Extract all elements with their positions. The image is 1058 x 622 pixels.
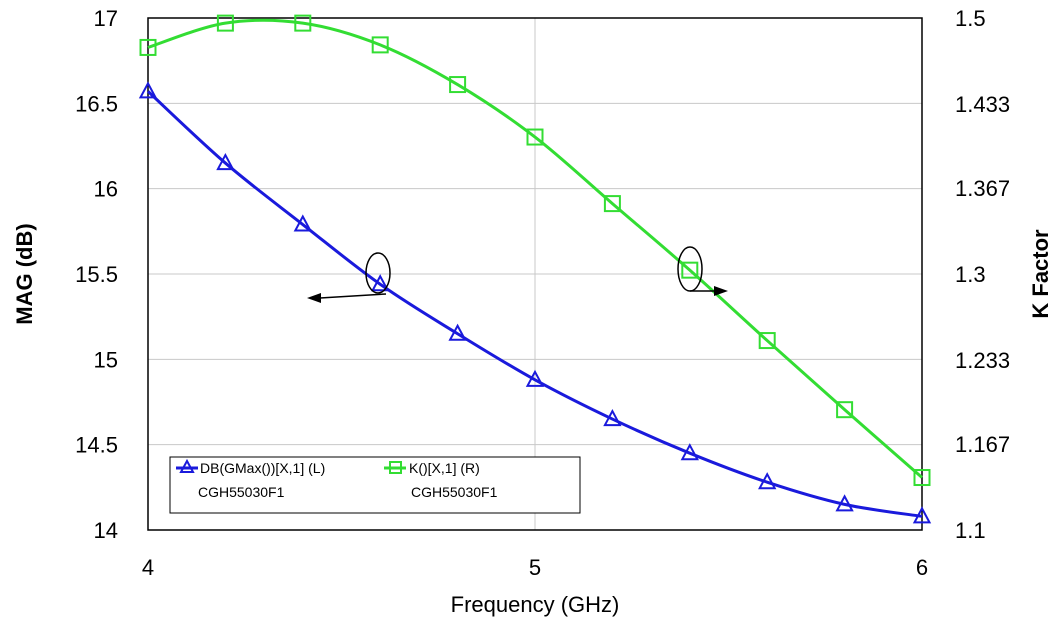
x-tick-label: 4	[142, 555, 154, 580]
legend-label-1: DB(GMax())[X,1] (L)	[200, 460, 325, 476]
y-tick-label-left: 14.5	[75, 433, 118, 458]
y-tick-label-right: 1.3	[955, 262, 986, 287]
y-tick-label-right: 1.1	[955, 518, 986, 543]
y-tick-label-left: 17	[94, 6, 118, 31]
y-tick-label-left: 16	[94, 177, 118, 202]
arrowhead-right-icon	[714, 286, 728, 296]
annotation-ellipse-left	[365, 252, 391, 294]
legend-square-icon	[389, 461, 402, 474]
data-point-triangle	[912, 506, 932, 524]
data-point-triangle	[293, 214, 312, 232]
data-point-square	[216, 14, 234, 32]
legend-label-2: K()[X,1] (R)	[409, 460, 480, 476]
y-tick-label-left: 15	[94, 347, 118, 372]
y-axis-title-right: K Factor	[1028, 229, 1053, 319]
data-point-triangle	[138, 81, 158, 99]
data-point-square	[681, 261, 699, 279]
data-point-square	[371, 36, 389, 54]
y-tick-label-right: 1.5	[955, 6, 986, 31]
data-point-square	[294, 14, 312, 32]
data-point-triangle	[835, 494, 854, 512]
data-point-triangle	[216, 152, 235, 171]
legend: DB(GMax())[X,1] (L) CGH55030F1 K()[X,1] …	[169, 456, 581, 514]
y-tick-label-left: 16.5	[75, 91, 118, 116]
x-tick-label: 6	[916, 555, 928, 580]
series-line-2	[147, 18, 923, 479]
data-point-triangle	[758, 472, 777, 490]
data-point-square	[758, 332, 776, 350]
y-tick-label-right: 1.167	[955, 432, 1010, 457]
data-point-triangle	[371, 274, 390, 292]
right-axis-annotation	[677, 246, 728, 296]
series-layer	[138, 14, 932, 524]
plot-frame	[147, 17, 923, 531]
data-point-square	[603, 195, 621, 213]
data-point-triangle	[448, 323, 467, 341]
data-point-triangle	[603, 408, 622, 427]
x-axis-title: Frequency (GHz)	[451, 592, 620, 617]
arrowhead-left-icon	[307, 293, 321, 303]
data-point-square	[836, 401, 854, 419]
legend-box	[169, 456, 581, 514]
legend-sublabel-1: CGH55030F1	[198, 484, 285, 500]
annotation-arrow-left	[319, 293, 387, 299]
data-point-square	[449, 76, 467, 94]
y-tick-label-left: 15.5	[75, 262, 118, 287]
data-point-square	[139, 38, 157, 56]
data-point-triangle	[680, 443, 699, 461]
data-point-square	[913, 469, 931, 487]
y-tick-label-right: 1.233	[955, 348, 1010, 373]
legend-triangle-icon	[179, 458, 195, 473]
grid-lines	[148, 18, 922, 530]
tick-labels: 14 14.5 15 15.5 16 16.5 17 1.1 1.167 1.233 1.3 1.36…	[75, 6, 1010, 580]
y-tick-label-left: 14	[94, 518, 118, 543]
legend-sublabel-2: CGH55030F1	[411, 484, 498, 500]
data-point-triangle	[525, 369, 545, 387]
data-point-square	[526, 128, 544, 146]
x-tick-label: 5	[529, 555, 541, 580]
y-tick-label-right: 1.367	[955, 176, 1010, 201]
left-axis-annotation	[307, 252, 391, 303]
y-axis-title-left: MAG (dB)	[12, 223, 37, 324]
y-tick-label-right: 1.433	[955, 92, 1010, 117]
